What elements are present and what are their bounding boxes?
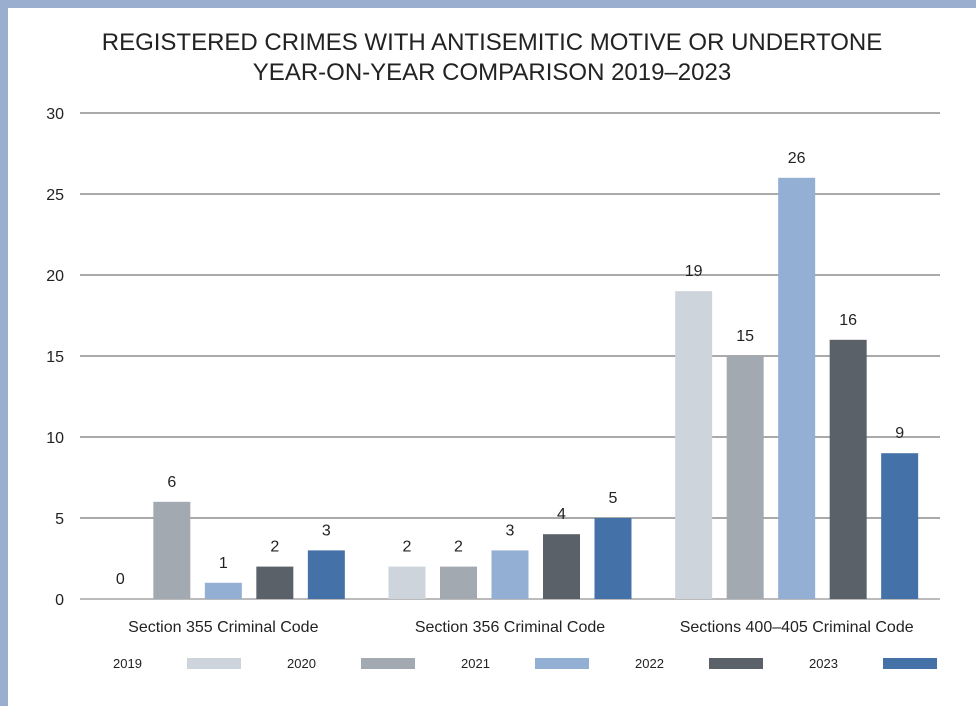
legend: 2019 2020 2021 2022 2023 xyxy=(113,656,937,671)
bar-2021-2 xyxy=(492,550,529,599)
bar-2019-3 xyxy=(675,291,712,599)
value-label-2021-1: 1 xyxy=(219,555,228,572)
bar-2023-3 xyxy=(881,453,918,599)
bar-2022-1 xyxy=(256,567,293,599)
y-tick-label: 5 xyxy=(55,511,64,528)
y-tick-label: 10 xyxy=(46,430,64,447)
y-axis-ticks: 0 5 10 15 20 25 30 xyxy=(46,106,64,609)
legend-swatch-2021 xyxy=(535,658,589,669)
legend-label-2020: 2020 xyxy=(287,656,316,671)
bar-2020-2 xyxy=(440,567,477,599)
bar-2022-3 xyxy=(830,340,867,599)
legend-label-2021: 2021 xyxy=(461,656,490,671)
bar-2021-3 xyxy=(778,178,815,599)
value-label-2020-2: 2 xyxy=(454,539,463,556)
legend-label-2023: 2023 xyxy=(809,656,838,671)
legend-label-2022: 2022 xyxy=(635,656,664,671)
value-label-2019-3: 19 xyxy=(685,263,703,280)
y-tick-label: 30 xyxy=(46,106,64,123)
value-label-2022-3: 16 xyxy=(839,312,857,329)
y-tick-label: 20 xyxy=(46,268,64,285)
y-tick-label: 25 xyxy=(46,187,64,204)
category-label-2: Section 356 Criminal Code xyxy=(415,619,605,636)
value-label-2023-1: 3 xyxy=(322,522,331,539)
category-label-3: Sections 400–405 Criminal Code xyxy=(680,619,914,636)
value-label-2022-2: 4 xyxy=(557,506,566,523)
bar-2023-2 xyxy=(595,518,632,599)
value-label-2020-3: 15 xyxy=(736,328,754,345)
legend-swatch-2023 xyxy=(883,658,937,669)
bar-2022-2 xyxy=(543,534,580,599)
value-label-2021-3: 26 xyxy=(788,150,806,167)
bar-2020-1 xyxy=(153,502,190,599)
value-label-2019-2: 2 xyxy=(403,539,412,556)
value-label-2023-3: 9 xyxy=(895,425,904,442)
bar-2023-1 xyxy=(308,550,345,599)
value-label-2020-1: 6 xyxy=(167,474,176,491)
value-label-2019-1: 0 xyxy=(116,571,125,588)
legend-label-2019: 2019 xyxy=(113,656,142,671)
value-label-2021-2: 3 xyxy=(506,522,515,539)
bar-2021-1 xyxy=(205,583,242,599)
legend-swatch-2020 xyxy=(361,658,415,669)
y-tick-label: 15 xyxy=(46,349,64,366)
legend-swatch-2022 xyxy=(709,658,763,669)
category-label-1: Section 355 Criminal Code xyxy=(128,619,318,636)
value-label-2023-2: 5 xyxy=(609,490,618,507)
bars xyxy=(153,178,918,599)
legend-swatch-2019 xyxy=(187,658,241,669)
bar-2020-3 xyxy=(727,356,764,599)
category-labels: Section 355 Criminal Code Section 356 Cri… xyxy=(128,619,914,636)
y-tick-label: 0 xyxy=(55,592,64,609)
value-label-2022-1: 2 xyxy=(270,539,279,556)
bar-2019-2 xyxy=(389,567,426,599)
